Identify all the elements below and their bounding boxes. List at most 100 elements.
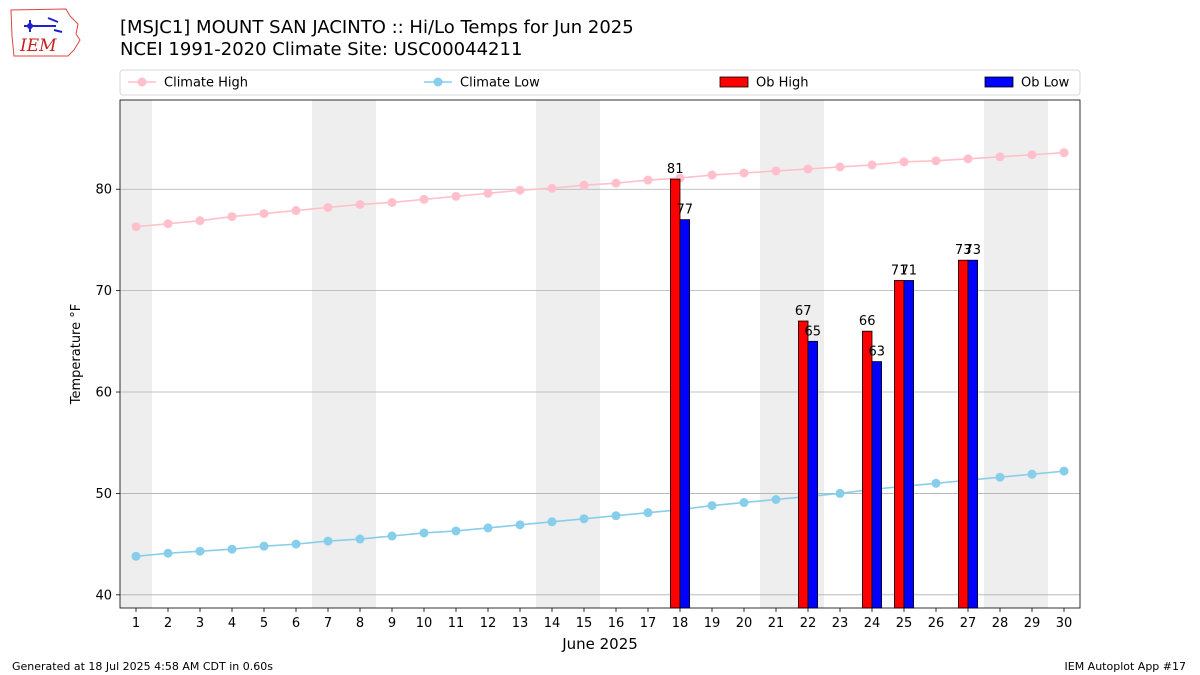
x-tick-label-22: 22 (800, 616, 817, 631)
climate-low-point-day-17 (643, 508, 653, 518)
climate-low-point-day-20 (739, 498, 749, 508)
x-axis-title: June 2025 (561, 635, 638, 653)
climate-high-point-day-25 (899, 157, 909, 167)
climate-high-line (135, 151, 1065, 228)
x-tick-label-25: 25 (896, 616, 913, 631)
ob-low-bar-day-25 (903, 280, 915, 609)
climate-low-point-day-9 (387, 531, 397, 541)
x-tick-label-8: 8 (356, 616, 364, 631)
climate-low-point-day-13 (515, 520, 525, 530)
ob-low-label-day-27: 73 (965, 243, 982, 258)
climate-high-point-day-15 (579, 180, 589, 190)
x-tick-label-2: 2 (164, 616, 172, 631)
climate-low-point-day-11 (451, 526, 461, 536)
logo-text: IEM (19, 36, 57, 56)
ob-high-label-day-18: 81 (667, 162, 684, 177)
climate-low-point-day-26 (931, 478, 941, 488)
climate-low-point-day-1 (131, 551, 141, 561)
ob-low-bar-day-18 (679, 219, 691, 609)
ob-high-bar-day-22 (798, 320, 809, 609)
x-tick-label-24: 24 (864, 616, 881, 631)
climate-low-point-day-16 (611, 511, 621, 521)
climate-high-point-day-19 (707, 170, 717, 180)
climate-high-point-day-16 (611, 178, 621, 188)
x-tick-label-16: 16 (608, 616, 625, 631)
climate-low-point-day-15 (579, 514, 589, 524)
x-tick-label-20: 20 (736, 616, 753, 631)
x-tick-label-15: 15 (576, 616, 593, 631)
climate-low-point-day-30 (1059, 466, 1069, 476)
climate-low-point-day-3 (195, 546, 205, 556)
x-tick-label-21: 21 (768, 616, 785, 631)
climate-high-point-day-9 (387, 197, 397, 207)
ob-high-bar-day-24 (862, 330, 873, 609)
legend-box (119, 69, 1081, 96)
x-tick-label-28: 28 (992, 616, 1009, 631)
legend-marker-climate-high (137, 77, 147, 87)
ob-low-label-day-25: 71 (901, 263, 918, 278)
climate-high-point-day-24 (867, 160, 877, 170)
app-id: IEM Autoplot App #17 (1064, 660, 1187, 673)
climate-high-point-day-11 (451, 191, 461, 201)
x-tick-label-18: 18 (672, 616, 689, 631)
climate-low-point-day-2 (163, 548, 173, 558)
x-tick-label-19: 19 (704, 616, 721, 631)
y-tick-label-40: 40 (95, 588, 112, 603)
plot-frame (119, 99, 1081, 609)
x-tick-label-4: 4 (228, 616, 236, 631)
page-title: [MSJC1] MOUNT SAN JACINTO :: Hi/Lo Temps… (120, 17, 634, 61)
weekend-shade-day-14 (536, 100, 568, 608)
x-tick-label-17: 17 (640, 616, 657, 631)
ob-low-label-day-22: 65 (805, 324, 822, 339)
x-tick-label-7: 7 (324, 616, 332, 631)
climate-high-point-day-6 (291, 206, 301, 216)
climate-low-point-day-28 (995, 472, 1005, 482)
climate-high-point-day-30 (1059, 148, 1069, 158)
legend-label-ob-high: Ob High (756, 76, 809, 91)
legend-label-ob-low: Ob Low (1021, 76, 1070, 91)
x-tick-label-23: 23 (832, 616, 849, 631)
x-tick-label-10: 10 (416, 616, 433, 631)
y-tick-label-60: 60 (95, 386, 112, 401)
weekend-shade-day-21 (760, 100, 792, 608)
weekend-shade-day-1 (120, 100, 152, 608)
ob-high-label-day-22: 67 (795, 304, 812, 319)
ob-high-label-day-27: 73 (955, 243, 972, 258)
climate-low-point-day-29 (1027, 469, 1037, 479)
weekend-shade-day-15 (568, 100, 600, 608)
climate-high-point-day-22 (803, 164, 813, 174)
x-tick-label-27: 27 (960, 616, 977, 631)
ob-low-bar-day-27 (967, 259, 979, 609)
climate-low-point-day-23 (835, 488, 845, 498)
iowa-outline-icon (10, 8, 81, 57)
climate-high-point-day-1 (131, 222, 141, 232)
climate-high-point-day-13 (515, 185, 525, 195)
y-tick-label-80: 80 (95, 183, 112, 198)
climate-high-point-day-23 (835, 162, 845, 172)
legend: Climate High Climate Low Ob High Ob Low (119, 69, 1081, 96)
x-tick-label-6: 6 (292, 616, 300, 631)
y-tick-label-50: 50 (95, 487, 112, 502)
y-axis-title: Temperature °F (69, 304, 84, 405)
x-tick-label-11: 11 (448, 616, 465, 631)
weekend-shade-day-7 (312, 100, 344, 608)
climate-high-point-day-8 (355, 199, 365, 209)
x-tick-label-3: 3 (196, 616, 204, 631)
climate-high-point-day-3 (195, 216, 205, 226)
climate-low-point-day-12 (483, 523, 493, 533)
legend-marker-climate-low (433, 77, 443, 87)
ob-low-bar-day-24 (871, 361, 883, 609)
x-tick-label-13: 13 (512, 616, 529, 631)
ob-low-label-day-24: 63 (869, 345, 886, 360)
climate-high-point-day-27 (963, 154, 973, 164)
legend-swatch-ob-high (719, 76, 749, 88)
ob-high-label-day-25: 71 (891, 263, 908, 278)
y-tick-label-70: 70 (95, 284, 112, 299)
climate-low-point-day-19 (707, 501, 717, 511)
climate-high-point-day-20 (739, 168, 749, 178)
climate-high-point-day-28 (995, 152, 1005, 162)
title-line-1: [MSJC1] MOUNT SAN JACINTO :: Hi/Lo Temps… (120, 17, 634, 38)
climate-high-point-day-2 (163, 219, 173, 229)
